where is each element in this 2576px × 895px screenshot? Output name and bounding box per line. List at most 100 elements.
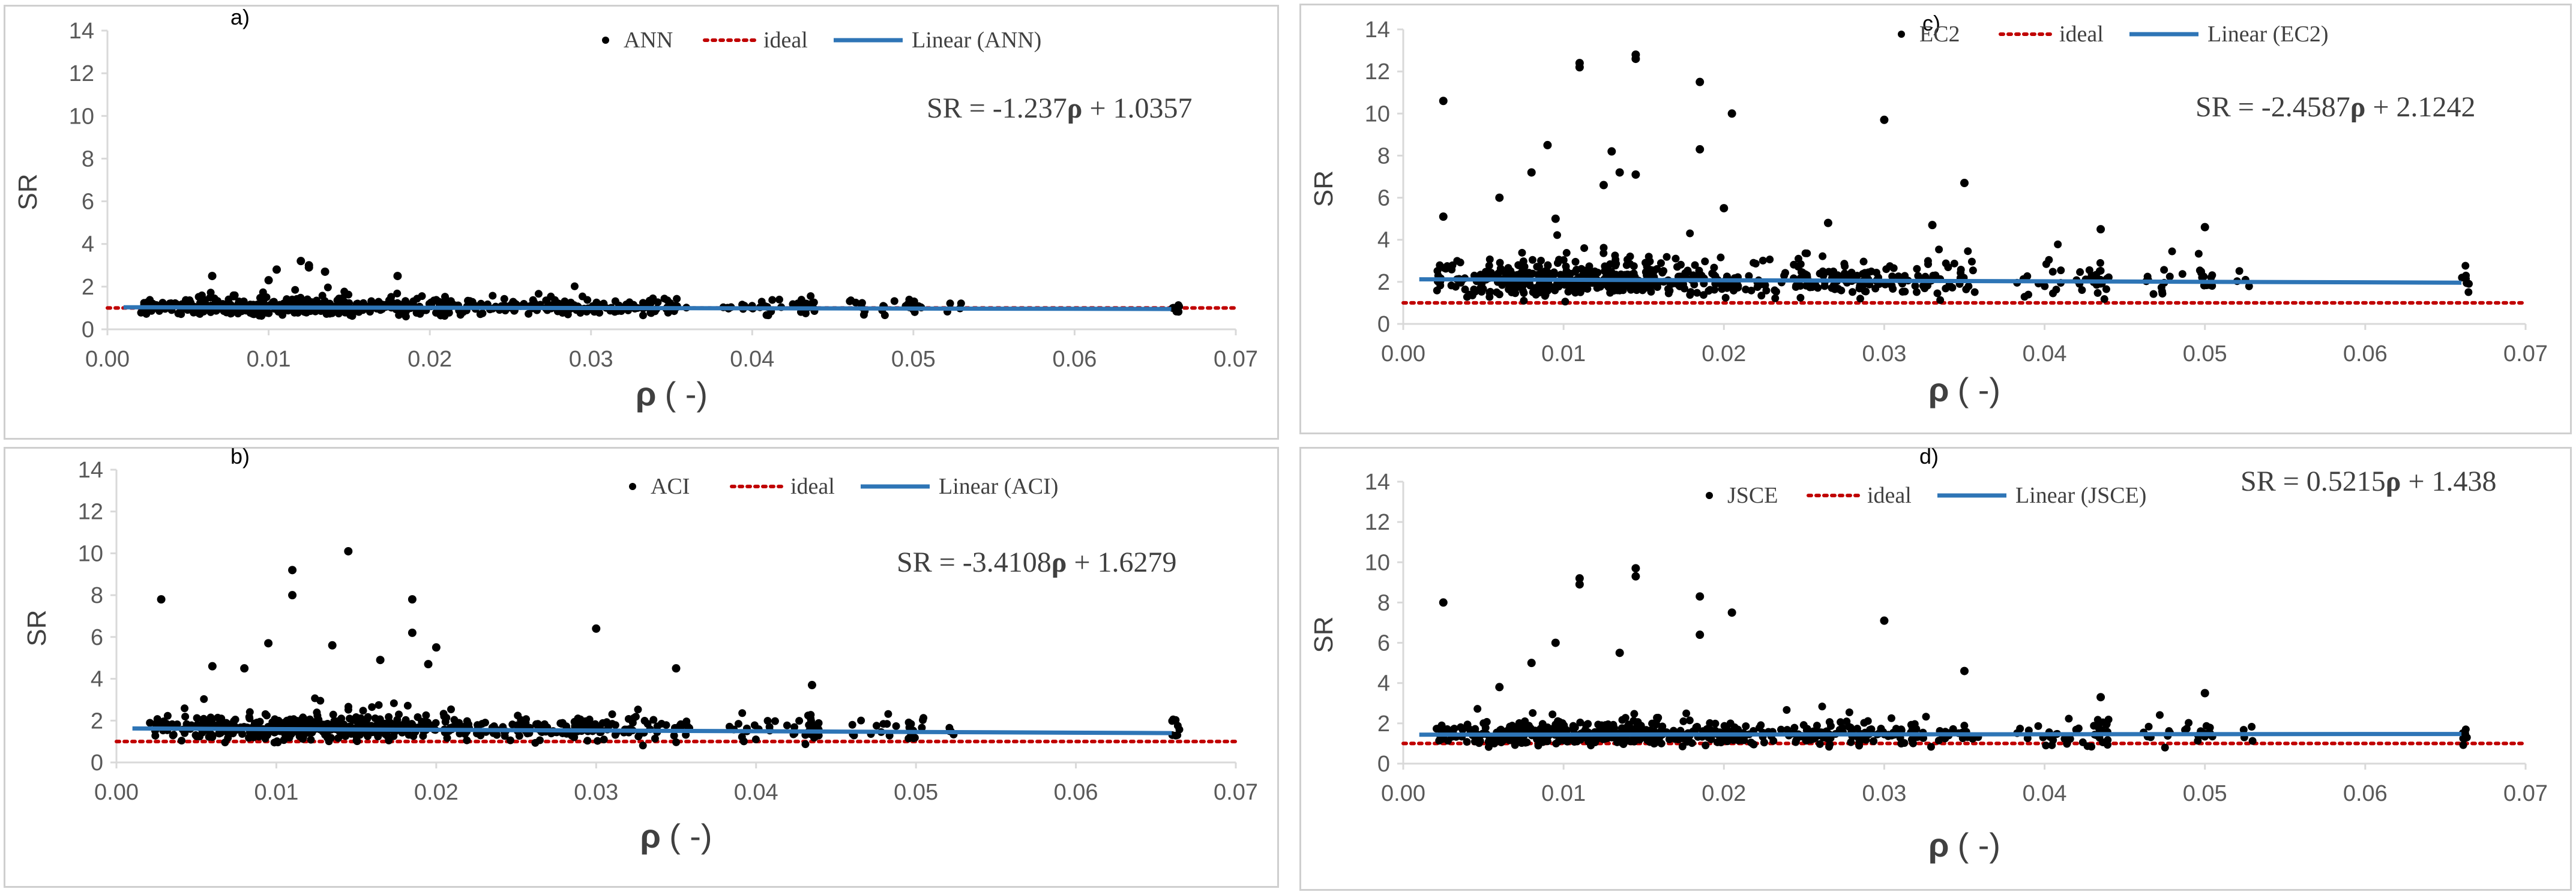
data-point [2168,247,2176,256]
data-point [368,703,376,711]
data-point [506,736,514,744]
data-point [224,295,233,304]
y-tick-label: 10 [78,541,103,566]
data-point [1964,247,1972,256]
data-point [1631,564,1640,573]
data-point [1685,716,1694,725]
data-point [344,546,353,555]
data-point [1781,269,1789,277]
y-tick-label: 2 [1377,270,1390,295]
data-point [1808,283,1816,292]
data-point [1935,245,1943,254]
data-point [501,732,509,740]
data-point [1554,737,1563,746]
data-point [403,701,412,710]
data-point [298,735,307,743]
data-point [1794,263,1802,271]
data-point [393,289,402,298]
y-tick-label: 0 [82,317,94,343]
data-point [1734,284,1742,292]
data-point [1803,725,1811,733]
data-point [1901,272,1909,280]
data-point [905,295,913,304]
data-point [1970,288,1979,296]
data-point [1576,718,1584,726]
data-point [2160,266,2168,274]
data-point [649,716,658,724]
y-axis-label: SR [13,173,43,210]
data-point [375,701,383,709]
data-point [957,299,965,308]
data-point [676,720,685,728]
data-point [296,257,305,266]
chart-svg-d: 0 2 4 6 8 10 12 14 0.00 0.01 0.02 0.03 0.04 0.05 0.06 0… [1309,444,2548,864]
x-axis-unit: ( -) [1958,371,2001,409]
data-point [683,722,691,731]
chart-svg-b: 0 2 4 6 8 10 12 14 0.00 0.01 0.02 0.03 0.04 0.05 0.06 0… [22,444,1258,855]
data-point [2099,738,2107,747]
data-point [807,681,816,690]
equation-suffix: + 2.1242 [2365,91,2475,123]
data-point [547,292,555,301]
data-point [1702,741,1710,750]
data-point [325,737,333,746]
data-point [1505,271,1514,279]
data-point [1559,256,1568,264]
data-point [1651,266,1659,274]
data-point [311,694,319,702]
data-point [2063,740,2071,748]
data-point [422,711,430,719]
data-point [194,293,203,301]
y-tick-label: 2 [1377,711,1390,737]
data-point [419,732,427,740]
data-point [1672,254,1680,263]
data-point [646,299,655,308]
data-point [1535,280,1544,288]
data-point [1458,725,1467,734]
trendline-equation: SR = -3.4108ρ + 1.6279 [897,546,1177,578]
data-point [522,715,531,723]
equation-prefix: SR = -3.4108 [897,546,1052,578]
data-point [738,733,746,741]
data-point [1642,281,1650,290]
data-point [385,713,393,721]
panel-letter: d) [1919,444,1939,468]
data-point [178,737,186,745]
equation-suffix: + 1.6279 [1067,546,1176,578]
data-point [1647,287,1655,296]
data-point [384,732,392,741]
data-point [608,710,616,719]
y-tick-label: 6 [1377,186,1390,211]
data-point [1650,740,1658,748]
y-tick-label: 0 [91,750,103,776]
data-point [409,297,418,305]
data-point [801,740,810,749]
data-point [1898,287,1907,296]
data-point [1783,706,1791,714]
data-point [1555,718,1563,726]
data-point [1631,170,1640,179]
data-point [221,738,229,747]
data-point [1960,666,1969,675]
data-point [1717,253,1725,262]
data-point [562,722,571,731]
data-point [852,298,860,307]
data-point [1551,638,1560,647]
data-point [402,313,410,321]
data-point [640,717,649,725]
data-point [883,720,891,728]
data-point [670,731,678,740]
data-point [1887,714,1895,722]
data-point [1575,63,1584,72]
data-point [734,720,742,728]
y-tick-label: 12 [1365,59,1390,85]
data-point [1645,253,1653,261]
data-point [919,714,928,722]
equation-prefix: SR = 0.5215 [2240,465,2386,497]
trendline-equation: SR = -2.4587ρ + 2.1242 [2195,91,2476,123]
data-point [199,715,207,723]
data-point [1583,285,1592,293]
data-point [1813,722,1821,730]
data-point [604,722,613,731]
data-point [1682,709,1691,717]
